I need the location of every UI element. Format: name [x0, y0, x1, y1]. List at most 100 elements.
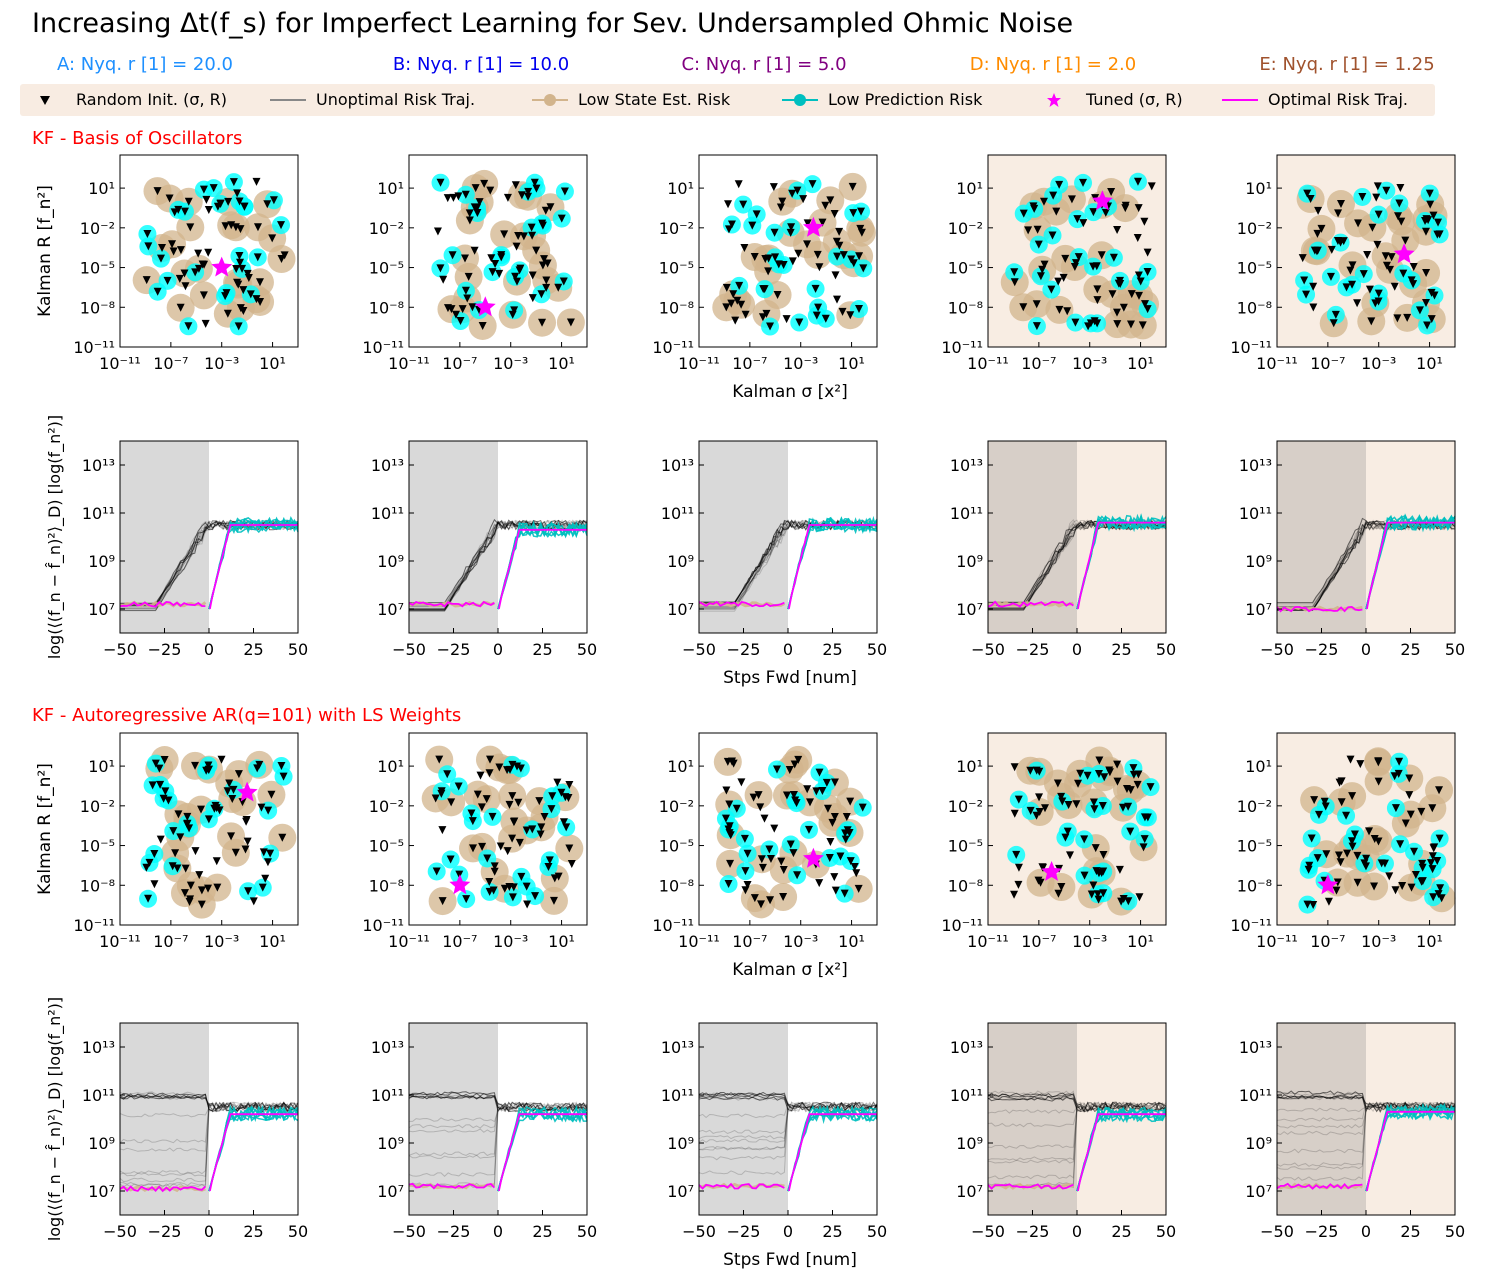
random-init-marker: [530, 178, 539, 187]
random-init-marker: [1374, 777, 1383, 786]
y-tick-label: 10¹³: [950, 1038, 983, 1057]
random-init-marker: [437, 787, 446, 796]
pre-prediction-shade: [120, 1023, 209, 1215]
random-init-marker: [839, 251, 848, 260]
random-init-marker: [471, 184, 480, 193]
random-init-marker: [562, 823, 571, 832]
random-init-marker: [221, 222, 230, 231]
random-init-marker: [1057, 883, 1066, 892]
random-init-marker: [1365, 827, 1374, 836]
random-init-marker: [1391, 886, 1400, 895]
random-init-marker: [1381, 252, 1390, 261]
random-init-marker: [741, 310, 750, 319]
x-tick-label: 10⁻¹¹: [388, 354, 430, 373]
x-tick-label: 50: [1156, 640, 1176, 659]
random-init-marker: [830, 873, 839, 882]
y-tick-label: 10⁻¹¹: [73, 338, 115, 357]
panel-frame: [408, 1022, 588, 1216]
panel-frame: [698, 154, 878, 348]
y-tick-label: 10⁻¹¹: [362, 916, 404, 935]
y-tick-label: 10⁻¹¹: [362, 338, 404, 357]
random-init-marker: [524, 187, 533, 196]
random-init-marker: [461, 254, 470, 263]
random-init-marker: [1373, 182, 1382, 191]
scatter-panel-b: 10⁻¹¹ 10⁻⁷ 10⁻³ 10¹ 10⁻¹¹ 10⁻⁸ 10⁻⁵ 10⁻² 10¹: [362, 154, 588, 373]
random-init-marker: [782, 791, 791, 800]
unoptimal-trajectory: [408, 1102, 588, 1157]
random-init-marker: [1067, 195, 1076, 204]
x-tick-label: 10¹: [1127, 932, 1154, 951]
random-init-marker: [1365, 285, 1374, 294]
random-init-marker: [519, 232, 528, 241]
random-init-marker: [727, 299, 736, 308]
random-init-marker: [841, 835, 850, 844]
random-init-marker: [1089, 208, 1098, 217]
random-init-marker: [1138, 321, 1147, 330]
random-init-marker: [739, 200, 748, 209]
random-init-marker: [1348, 792, 1357, 801]
trajectory-panel-a: −50 −25 0 25 50 10⁷ 10⁹ 10¹¹ 10¹³: [82, 440, 308, 659]
column-header-b: B: Nyq. r [1] = 10.0: [392, 54, 570, 75]
legend-item-tuned: Tuned (σ, R): [1046, 90, 1183, 109]
column-header-a: A: Nyq. r [1] = 20.0: [57, 54, 233, 75]
random-init-marker: [1320, 797, 1329, 806]
y-tick-label: 10⁻⁵: [80, 837, 115, 856]
optimal-trajectory-after: [788, 524, 877, 610]
random-init-marker: [470, 246, 479, 255]
x-tick-label: 10¹: [838, 354, 865, 373]
random-init-marker: [1393, 212, 1402, 221]
y-tick-label: 10⁻¹¹: [941, 338, 983, 357]
random-init-marker: [1428, 852, 1437, 861]
random-init-marker: [235, 252, 244, 261]
random-init-marker: [1080, 835, 1089, 844]
random-init-marker: [1127, 290, 1136, 299]
x-tick-label: 25: [1111, 640, 1131, 659]
random-init-marker: [1391, 804, 1400, 813]
random-init-marker: [1300, 276, 1309, 285]
random-init-marker: [1133, 234, 1142, 243]
pre-prediction-shade: [1277, 1023, 1366, 1215]
random-init-marker: [1124, 897, 1133, 906]
random-init-marker: [1115, 865, 1124, 874]
random-init-marker: [447, 798, 456, 807]
random-init-marker: [1133, 780, 1142, 789]
random-init-marker: [227, 221, 236, 230]
random-init-marker: [741, 867, 750, 876]
random-init-marker: [1010, 809, 1019, 818]
random-init-marker: [1382, 261, 1391, 270]
random-init-marker: [1035, 767, 1044, 776]
optimal-trajectory-after: [1077, 521, 1166, 610]
random-init-marker: [808, 180, 817, 189]
random-init-marker: [176, 303, 185, 312]
random-init-marker: [1140, 217, 1149, 226]
x-tick-label: 10⁻⁷: [732, 354, 767, 373]
random-init-marker: [826, 196, 835, 205]
random-init-marker: [488, 812, 497, 821]
scatter-panel-c: 10⁻¹¹ 10⁻⁷ 10⁻³ 10¹ 10⁻¹¹ 10⁻⁸ 10⁻⁵ 10⁻² 10¹: [652, 154, 878, 373]
random-init-marker: [198, 260, 207, 269]
random-init-marker: [1014, 863, 1023, 872]
random-init-marker: [1394, 769, 1403, 778]
random-init-marker: [1427, 315, 1436, 324]
random-init-marker: [264, 806, 273, 815]
random-init-marker: [1374, 758, 1383, 767]
random-init-marker: [832, 237, 841, 246]
random-init-marker: [1055, 305, 1064, 314]
trajectory-panel-c: −50 −25 0 25 50 10⁷ 10⁹ 10¹¹ 10¹³: [661, 440, 887, 659]
random-init-marker: [1337, 798, 1346, 807]
random-init-marker: [144, 242, 153, 251]
random-init-marker: [158, 244, 167, 253]
unoptimal-trajectory: [119, 1091, 299, 1113]
random-init-marker: [160, 756, 169, 765]
random-init-marker: [1387, 253, 1396, 262]
random-init-marker: [1329, 319, 1338, 328]
x-tick-label: 10¹: [259, 354, 286, 373]
random-init-marker: [1089, 881, 1098, 890]
random-init-marker: [478, 842, 487, 851]
random-init-marker: [184, 197, 193, 206]
x-tick-label: 10⁻³: [204, 354, 239, 373]
random-init-marker: [527, 223, 536, 232]
random-init-marker: [1350, 830, 1359, 839]
legend-label: Low State Est. Risk: [578, 90, 731, 109]
unoptimal-trajectory: [698, 1096, 878, 1114]
